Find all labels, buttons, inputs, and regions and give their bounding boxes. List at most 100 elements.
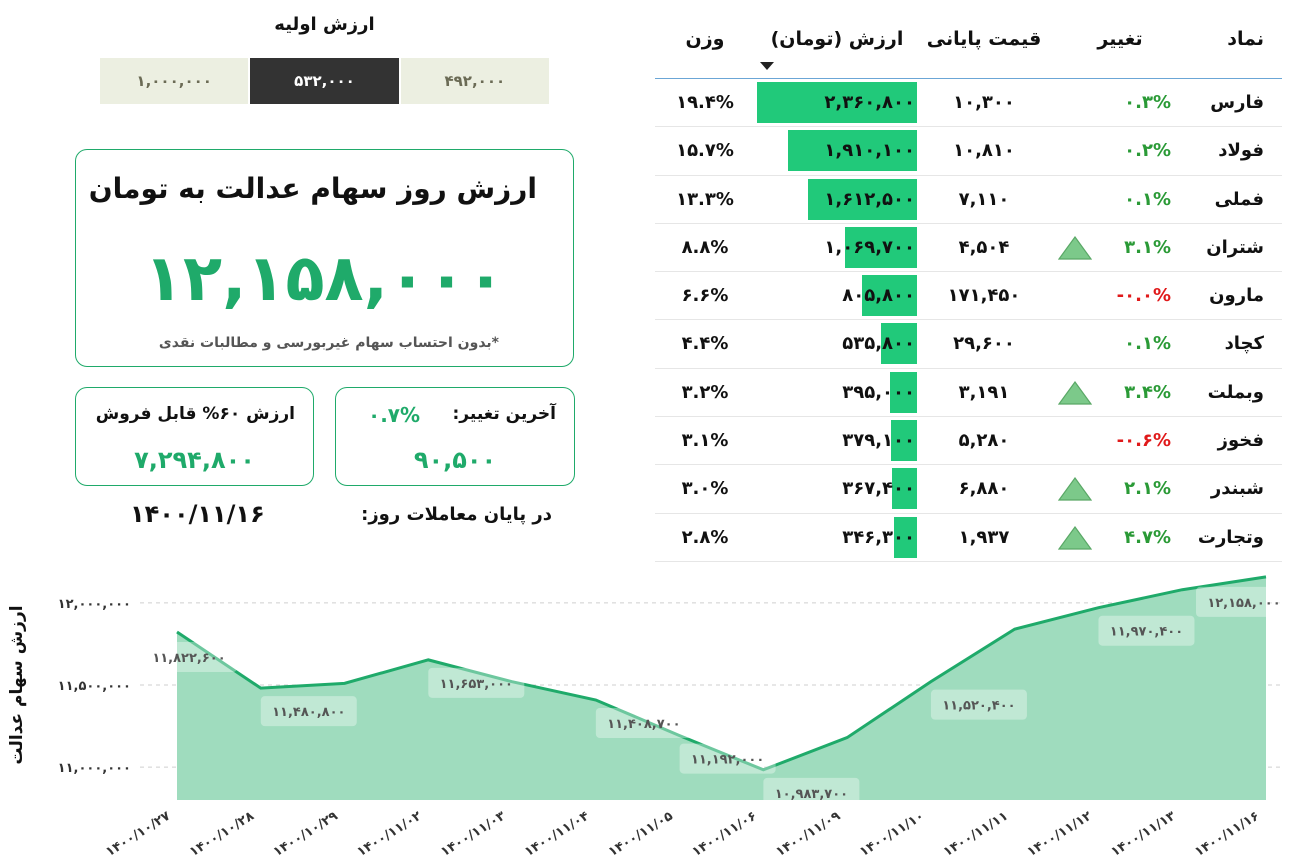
y-tick-label: ۱۱,۰۰۰,۰۰۰ [58, 761, 131, 776]
change-cell: ۲.۱% [1055, 465, 1185, 512]
last-change-card: آخرین تغییر: ۰.۷% ۹۰,۵۰۰ [335, 387, 575, 486]
initial-value-option-532000[interactable]: ۵۳۲,۰۰۰ [250, 58, 399, 104]
x-tick-label: ۱۴۰۰/۱۰/۲۷ [103, 809, 173, 860]
triangle-up-icon [1058, 477, 1092, 501]
y-tick-label: ۱۲,۰۰۰,۰۰۰ [58, 597, 131, 612]
data-point[interactable] [1178, 586, 1186, 594]
initial-value-option-492000[interactable]: ۴۹۲,۰۰۰ [400, 58, 549, 104]
symbol-cell[interactable]: فملی [1214, 188, 1264, 210]
trading-date-label: در پایان معاملات روز: [361, 504, 552, 525]
x-tick-label: ۱۴۰۰/۱۱/۰۵ [606, 809, 676, 860]
initial-value-option-1000000[interactable]: ۱,۰۰۰,۰۰۰ [100, 58, 249, 104]
data-point[interactable] [173, 628, 181, 636]
table-row[interactable]: ۳.۱% ۳۷۹,۱۰۰ ۵,۲۸۰ -۰.۶% فخوز [655, 417, 1282, 466]
table-row[interactable]: ۲.۸% ۳۴۶,۳۰۰ ۱,۹۳۷ ۴.۷% وتجارت [655, 514, 1282, 562]
triangle-up-icon [1058, 525, 1092, 550]
daily-value-note: *بدون احتساب سهام غیربورسی و مطالبات نقد… [158, 335, 499, 351]
value-bar [894, 516, 917, 558]
weight-cell: ۱۵.۷% [676, 140, 734, 162]
symbol-cell[interactable]: فولاد [1218, 140, 1264, 162]
price-cell: ۱۰,۳۰۰ [953, 92, 1015, 113]
data-point[interactable] [927, 678, 935, 686]
change-percent: ۰.۱% [1124, 333, 1171, 355]
header-value[interactable]: ارزش (تومان) [770, 28, 904, 50]
price-cell: ۷,۱۱۰ [958, 188, 1010, 210]
symbol-cell[interactable]: شبندر [1210, 478, 1264, 500]
table-row[interactable]: ۶.۶% ۸۰۵,۸۰۰ ۱۷۱,۴۵۰ -۰.۰% مارون [655, 272, 1282, 321]
value-cell: ۳۹۵,۰۰۰ [757, 369, 917, 416]
x-tick-label: ۱۴۰۰/۱۱/۱۱ [941, 809, 1011, 860]
change-percent: ۰.۳% [1124, 92, 1171, 113]
value-bar [862, 275, 917, 317]
daily-value-number: ۱۲,۱۵۸,۰۰۰ [143, 242, 506, 316]
last-change-value: ۹۰,۵۰۰ [413, 446, 497, 474]
change-percent: ۰.۱% [1124, 188, 1171, 210]
value-bar [890, 371, 917, 413]
daily-value-title: ارزش روز سهام عدالت به تومان [88, 172, 537, 205]
change-percent: ۰.۲% [1124, 140, 1171, 162]
symbol-cell[interactable]: فارس [1210, 92, 1264, 113]
data-point[interactable] [1011, 625, 1019, 633]
data-label: ۱۱,۵۲۰,۴۰۰ [942, 699, 1015, 714]
table-row[interactable]: ۴.۴% ۵۳۵,۸۰۰ ۲۹,۶۰۰ ۰.۱% کچاد [655, 320, 1282, 369]
data-label: ۱۱,۴۸۰,۸۰۰ [272, 705, 345, 720]
symbol-cell[interactable]: وبملت [1207, 381, 1264, 403]
value-cell: ۸۰۵,۸۰۰ [757, 272, 917, 319]
change-cell: ۰.۱% [1055, 320, 1185, 367]
x-tick-label: ۱۴۰۰/۱۱/۱۲ [1025, 809, 1095, 860]
value-text: ۸۰۵,۸۰۰ [842, 285, 915, 307]
table-row[interactable]: ۱۹.۴% ۲,۳۶۰,۸۰۰ ۱۰,۳۰۰ ۰.۳% فارس [655, 79, 1282, 128]
weight-cell: ۳.۲% [681, 381, 729, 403]
header-symbol[interactable]: نماد [1227, 28, 1264, 50]
symbol-cell[interactable]: مارون [1209, 285, 1264, 307]
value-bar [881, 323, 917, 365]
data-point[interactable] [1094, 604, 1102, 612]
data-point[interactable] [1262, 573, 1270, 581]
x-tick-label: ۱۴۰۰/۱۰/۲۹ [271, 809, 341, 860]
value-cell: ۱,۹۱۰,۱۰۰ [757, 127, 917, 174]
data-point[interactable] [424, 656, 432, 664]
weight-cell: ۲.۸% [681, 526, 729, 548]
symbol-cell[interactable]: وتجارت [1197, 526, 1264, 548]
data-point[interactable] [341, 679, 349, 687]
value-text: ۳۹۵,۰۰۰ [842, 381, 915, 403]
table-row[interactable]: ۳.۰% ۳۶۷,۴۰۰ ۶,۸۸۰ ۲.۱% شبندر [655, 465, 1282, 514]
price-cell: ۱,۹۳۷ [958, 526, 1010, 548]
triangle-up-icon [1058, 380, 1092, 405]
table-row[interactable]: ۸.۸% ۱,۰۶۹,۷۰۰ ۴,۵۰۴ ۳.۱% شتران [655, 224, 1282, 273]
sellable-value-card: ارزش ۶۰% قابل فروش ۷,۲۹۴,۸۰۰ [75, 387, 314, 486]
header-change[interactable]: تغییر [1097, 28, 1143, 50]
area-fill [177, 576, 1266, 800]
last-change-label: آخرین تغییر: [452, 404, 557, 424]
change-cell: ۳.۴% [1055, 369, 1185, 416]
data-label-box [679, 743, 776, 774]
x-tick-label: ۱۴۰۰/۱۱/۱۰ [857, 809, 927, 860]
symbol-cell[interactable]: شتران [1206, 236, 1264, 258]
header-weight[interactable]: وزن [685, 28, 725, 50]
symbol-cell[interactable]: فخوز [1217, 430, 1264, 452]
weight-cell: ۴.۴% [681, 333, 729, 355]
table-header: وزن ارزش (تومان) قیمت پایانی تغییر نماد [655, 14, 1282, 79]
change-percent: ۴.۷% [1124, 526, 1171, 548]
table-row[interactable]: ۱۳.۳% ۱,۶۱۲,۵۰۰ ۷,۱۱۰ ۰.۱% فملی [655, 176, 1282, 224]
value-text: ۵۳۵,۸۰۰ [842, 333, 915, 355]
value-text: ۳۶۷,۴۰۰ [842, 478, 915, 500]
symbol-cell[interactable]: کچاد [1224, 333, 1264, 355]
value-cell: ۲,۳۶۰,۸۰۰ [757, 79, 917, 126]
data-point[interactable] [843, 734, 851, 742]
x-tick-label: ۱۴۰۰/۱۱/۱۳ [1109, 809, 1179, 860]
price-cell: ۱۷۱,۴۵۰ [947, 285, 1021, 307]
y-axis-label: ارزش سهام عدالت [7, 605, 27, 764]
change-percent: ۳.۱% [1124, 236, 1171, 258]
data-point[interactable] [592, 696, 600, 704]
trading-date-value: ۱۴۰۰/۱۱/۱۶ [130, 500, 265, 528]
sellable-value-number: ۷,۲۹۴,۸۰۰ [134, 446, 255, 474]
table-row[interactable]: ۳.۲% ۳۹۵,۰۰۰ ۳,۱۹۱ ۳.۴% وبملت [655, 369, 1282, 418]
data-label: ۱۱,۶۵۳,۰۰۰ [440, 677, 513, 692]
table-row[interactable]: ۱۵.۷% ۱,۹۱۰,۱۰۰ ۱۰,۸۱۰ ۰.۲% فولاد [655, 127, 1282, 176]
data-point[interactable] [257, 684, 265, 692]
header-price[interactable]: قیمت پایانی [926, 28, 1042, 50]
value-bar [757, 82, 917, 123]
data-label: ۱۱,۸۲۲,۶۰۰ [152, 651, 225, 666]
sort-desc-icon[interactable] [760, 62, 774, 70]
